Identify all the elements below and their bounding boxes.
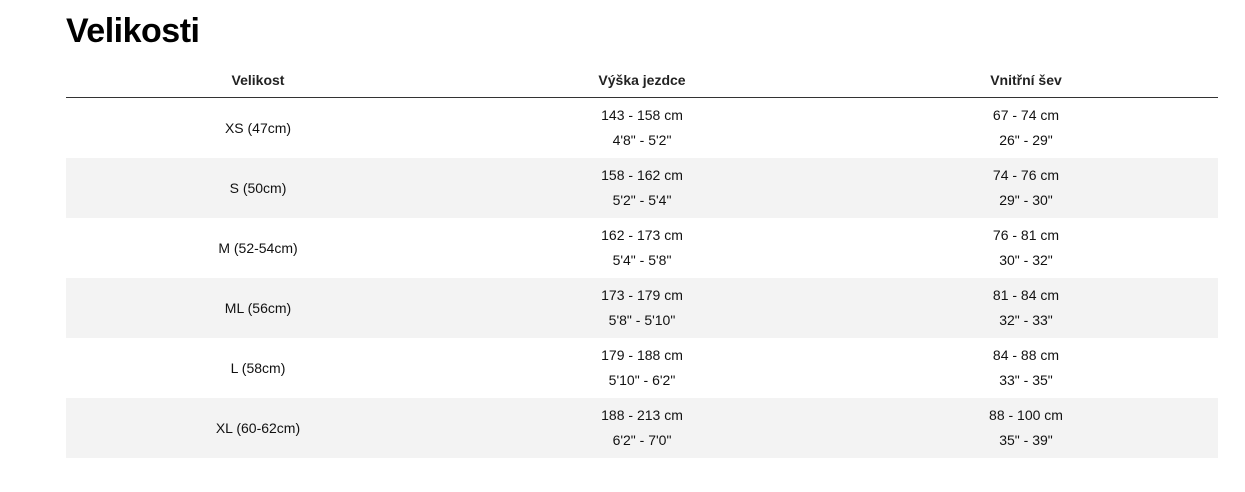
table-row: ML (56cm) 173 - 179 cm 5'8" - 5'10" 81 - 84… [66, 278, 1218, 338]
inseam-in: 30" - 32" [999, 252, 1053, 268]
size-value: XL (60-62cm) [215, 420, 301, 436]
page-title: Velikosti [66, 12, 200, 50]
rider-height-cell: 179 - 188 cm 5'10" - 6'2" [450, 338, 834, 398]
inseam-in: 26" - 29" [999, 132, 1053, 148]
rider-height-cell: 158 - 162 cm 5'2" - 5'4" [450, 158, 834, 218]
table-row: S (50cm) 158 - 162 cm 5'2" - 5'4" 74 - 76 c… [66, 158, 1218, 218]
size-value: S (50cm) [229, 180, 287, 196]
table-row: L (58cm) 179 - 188 cm 5'10" - 6'2" 84 - 88 … [66, 338, 1218, 398]
table-row: XL (60-62cm) 188 - 213 cm 6'2" - 7'0" 88 - … [66, 398, 1218, 458]
header-inseam: Vnitřní šev [834, 62, 1218, 98]
height-cm: 143 - 158 cm [601, 107, 683, 123]
inseam-cm: 67 - 74 cm [992, 107, 1060, 123]
rider-height-cell: 162 - 173 cm 5'4" - 5'8" [450, 218, 834, 278]
table-row: XS (47cm) 143 - 158 cm 4'8" - 5'2" 67 - 74 … [66, 98, 1218, 159]
height-cm: 162 - 173 cm [601, 227, 683, 243]
rider-height-cell: 173 - 179 cm 5'8" - 5'10" [450, 278, 834, 338]
inseam-cm: 74 - 76 cm [992, 167, 1060, 183]
height-cm: 173 - 179 cm [601, 287, 683, 303]
height-cm: 179 - 188 cm [601, 347, 683, 363]
height-ft: 5'2" - 5'4" [612, 192, 672, 208]
inseam-cell: 67 - 74 cm 26" - 29" [834, 98, 1218, 159]
inseam-cell: 76 - 81 cm 30" - 32" [834, 218, 1218, 278]
inseam-in: 32" - 33" [999, 312, 1053, 328]
inseam-in: 35" - 39" [999, 432, 1053, 448]
inseam-in: 29" - 30" [999, 192, 1053, 208]
header-rider-height: Výška jezdce [450, 62, 834, 98]
header-size: Velikost [66, 62, 450, 98]
size-cell: XS (47cm) [66, 98, 450, 159]
inseam-cell: 88 - 100 cm 35" - 39" [834, 398, 1218, 458]
height-ft: 5'4" - 5'8" [612, 252, 672, 268]
size-cell: S (50cm) [66, 158, 450, 218]
size-value: L (58cm) [230, 360, 286, 376]
size-value: XS (47cm) [224, 120, 292, 136]
inseam-cell: 84 - 88 cm 33" - 35" [834, 338, 1218, 398]
inseam-cell: 81 - 84 cm 32" - 33" [834, 278, 1218, 338]
table-row: M (52-54cm) 162 - 173 cm 5'4" - 5'8" 76 - 8… [66, 218, 1218, 278]
inseam-cell: 74 - 76 cm 29" - 30" [834, 158, 1218, 218]
rider-height-cell: 143 - 158 cm 4'8" - 5'2" [450, 98, 834, 159]
inseam-in: 33" - 35" [999, 372, 1053, 388]
height-ft: 4'8" - 5'2" [612, 132, 672, 148]
height-ft: 5'8" - 5'10" [608, 312, 676, 328]
size-value: M (52-54cm) [218, 240, 298, 256]
height-cm: 188 - 213 cm [601, 407, 683, 423]
size-cell: L (58cm) [66, 338, 450, 398]
height-ft: 5'10" - 6'2" [608, 372, 676, 388]
height-ft: 6'2" - 7'0" [612, 432, 672, 448]
size-cell: M (52-54cm) [66, 218, 450, 278]
size-cell: XL (60-62cm) [66, 398, 450, 458]
size-table: Velikost Výška jezdce Vnitřní šev XS (47… [66, 62, 1218, 458]
size-value: ML (56cm) [224, 300, 292, 316]
rider-height-cell: 188 - 213 cm 6'2" - 7'0" [450, 398, 834, 458]
inseam-cm: 81 - 84 cm [992, 287, 1060, 303]
inseam-cm: 76 - 81 cm [992, 227, 1060, 243]
inseam-cm: 84 - 88 cm [992, 347, 1060, 363]
inseam-cm: 88 - 100 cm [989, 407, 1063, 423]
height-cm: 158 - 162 cm [601, 167, 683, 183]
size-cell: ML (56cm) [66, 278, 450, 338]
table-header-row: Velikost Výška jezdce Vnitřní šev [66, 62, 1218, 98]
